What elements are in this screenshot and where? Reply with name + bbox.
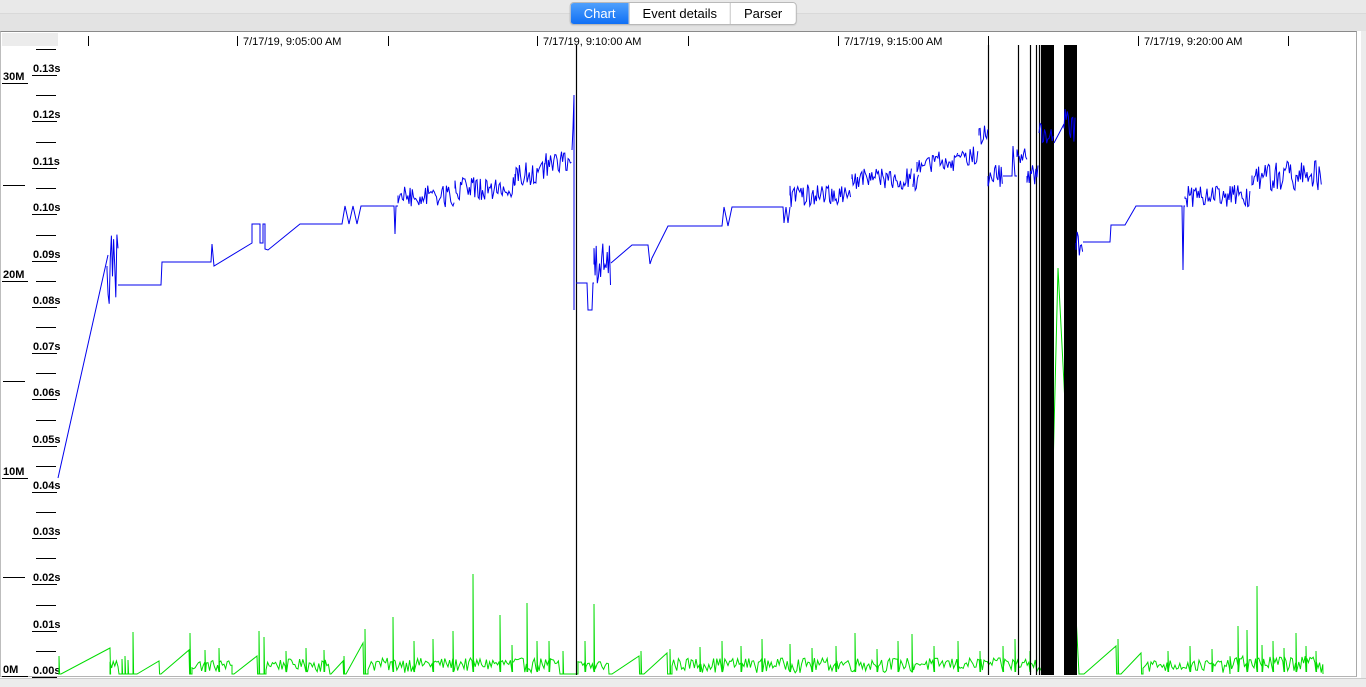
pause-axis-label: 0.07s: [33, 341, 61, 353]
full-gc-bar: [1042, 45, 1054, 675]
toolbar: Chart Event details Parser: [0, 0, 1366, 31]
pause-noise-block: [916, 151, 959, 173]
pause-axis-label: 0.01s: [33, 619, 61, 631]
pause-noise-block: [957, 146, 979, 166]
full-gc-markers: [575, 45, 1077, 675]
pause-noise-block: [544, 151, 572, 176]
x-axis-label: 7/17/19, 9:15:00 AM: [844, 36, 942, 48]
memory-axis-label: 20M: [3, 269, 24, 281]
tab-chart[interactable]: Chart: [570, 3, 629, 24]
memory-axis-label: 30M: [3, 71, 24, 83]
gc-duration-series: [58, 267, 1324, 675]
chart-panel: [0, 31, 1357, 677]
pause-noise-block: [987, 165, 1003, 187]
tab-parser[interactable]: Parser: [729, 3, 796, 24]
pause-noise-block: [978, 125, 989, 145]
x-axis-ruler: 7/17/19, 9:05:00 AM 7/17/19, 9:10:00 AM 7/…: [88, 36, 1289, 48]
pause-axis-label: 0.08s: [33, 295, 61, 307]
tab-event-details[interactable]: Event details: [628, 3, 730, 24]
window-bottom-edge: [0, 678, 1366, 687]
pause-noise-block: [789, 184, 851, 208]
pause-noise-block: [1063, 108, 1076, 142]
full-gc-bar: [1064, 45, 1077, 675]
memory-axis-label: 10M: [3, 466, 24, 478]
view-tabs: Chart Event details Parser: [569, 2, 797, 25]
pause-time-series: [57, 94, 1322, 479]
axis-corner-box: [2, 33, 58, 46]
pause-axis-label: 0.00s: [33, 665, 61, 677]
pause-noise-block: [514, 160, 546, 186]
pause-axis-label: 0.09s: [33, 249, 61, 261]
pause-axis-label: 0.05s: [33, 434, 61, 446]
pause-noise-block: [851, 168, 912, 190]
pause-noise-block: [1251, 160, 1322, 192]
x-axis-label: 7/17/19, 9:05:00 AM: [243, 36, 341, 48]
x-axis-label: 7/17/19, 9:20:00 AM: [1144, 36, 1242, 48]
pause-axis-label: 0.06s: [33, 387, 61, 399]
pause-axis-label: 0.12s: [33, 109, 61, 121]
memory-axis: 30M 20M 10M 0M: [2, 71, 28, 677]
window-right-edge: [1361, 31, 1366, 679]
pause-axis-label: 0.13s: [33, 63, 61, 75]
pause-axis-label: 0.02s: [33, 572, 61, 584]
pause-noise-block: [454, 176, 515, 202]
pause-noise-block: [397, 185, 455, 208]
pause-axis: 0.13s 0.12s 0.11s 0.10s 0.09s 0.08s 0.07s 0.06s…: [32, 49, 61, 678]
pause-noise-block: [1184, 185, 1251, 208]
pause-noise-block: [912, 173, 919, 192]
pause-axis-label: 0.03s: [33, 526, 61, 538]
pause-axis-label: 0.10s: [33, 202, 61, 214]
pause-noise-block: [1075, 231, 1084, 256]
pause-noise-block: [1038, 122, 1054, 144]
pause-noise-block: [106, 234, 119, 304]
x-axis-label: 7/17/19, 9:10:00 AM: [543, 36, 641, 48]
memory-axis-label: 0M: [3, 664, 18, 676]
pause-axis-label: 0.04s: [33, 480, 61, 492]
pause-noise-block: [593, 243, 611, 286]
pause-noise-block: [1016, 148, 1028, 163]
pause-axis-label: 0.11s: [33, 156, 60, 168]
pause-noise-block: [1026, 165, 1039, 185]
